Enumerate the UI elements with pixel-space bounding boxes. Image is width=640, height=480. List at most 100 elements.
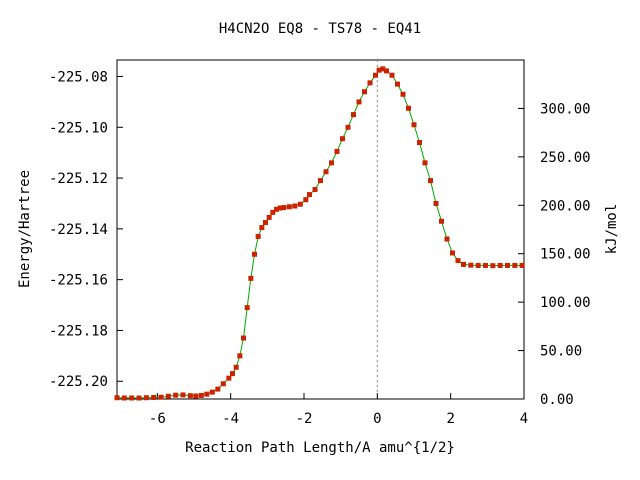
series-line — [116, 68, 523, 399]
data-point-marker — [362, 89, 367, 95]
x-tick-label: -4 — [222, 411, 239, 427]
data-point-marker — [519, 262, 525, 268]
data-point-marker — [286, 204, 292, 210]
data-point-marker — [367, 80, 373, 86]
data-point-marker — [241, 335, 246, 341]
data-point-marker — [244, 305, 250, 311]
y-tick-label: -225.12 — [49, 171, 108, 187]
data-point-marker — [226, 375, 232, 381]
y2-tick-label: 200.00 — [540, 198, 591, 214]
data-point-marker — [204, 391, 210, 397]
data-point-marker — [417, 140, 422, 146]
data-point-marker — [461, 261, 466, 267]
data-point-marker — [143, 395, 149, 401]
data-point-marker — [433, 200, 439, 206]
y2-tick-label: 150.00 — [540, 247, 591, 263]
data-point-marker — [193, 393, 199, 399]
data-point-marker — [129, 395, 135, 401]
data-point-marker — [384, 68, 389, 74]
data-point-marker — [233, 364, 239, 370]
data-point-marker — [255, 233, 261, 239]
data-point-marker — [497, 262, 503, 268]
data-point-marker — [505, 262, 510, 268]
data-point-marker — [400, 91, 406, 97]
data-point-marker — [198, 392, 204, 398]
data-point-marker — [340, 136, 345, 142]
data-point-marker — [376, 67, 382, 73]
data-point-marker — [165, 393, 171, 399]
data-point-marker — [483, 262, 488, 268]
axis-ticks: -6 -4 -2 0 2 4 -225.08 -225.10 -225.12 -225.14 -22… — [49, 70, 591, 427]
data-point-marker — [345, 124, 351, 130]
data-point-marker — [351, 112, 356, 118]
data-point-marker — [215, 386, 221, 392]
data-point-marker — [389, 72, 395, 78]
data-point-marker — [187, 393, 193, 399]
data-point-marker — [356, 99, 362, 105]
data-point-marker — [151, 394, 157, 400]
x-tick-label: 2 — [446, 411, 454, 427]
data-point-marker — [512, 262, 518, 268]
series-layer — [114, 66, 525, 401]
data-point-marker — [406, 105, 411, 111]
y-tick-label: -225.14 — [49, 222, 108, 238]
data-point-marker — [277, 205, 283, 211]
y2-tick-label: 0.00 — [540, 392, 574, 408]
plot-frame — [116, 59, 525, 400]
y-axis-label: Energy/Hartree — [17, 170, 33, 288]
data-point-marker — [318, 178, 323, 184]
data-point-marker — [259, 225, 265, 231]
x-axis-label: Reaction Path Length/A amu^{1/2} — [185, 440, 455, 456]
data-point-marker — [334, 148, 340, 154]
data-point-marker — [468, 262, 474, 268]
data-point-marker — [237, 353, 243, 359]
x-tick-label: -6 — [149, 411, 166, 427]
data-point-marker — [230, 371, 235, 377]
data-point-marker — [455, 258, 461, 264]
data-point-marker — [180, 392, 186, 398]
x-tick-label: 4 — [520, 411, 528, 427]
y2-tick-label: 250.00 — [540, 150, 591, 166]
data-point-marker — [307, 192, 312, 198]
data-point-marker — [158, 394, 164, 400]
x-tick-label: -2 — [296, 411, 313, 427]
data-point-marker — [490, 263, 496, 269]
data-point-marker — [173, 392, 179, 398]
data-point-marker — [121, 395, 127, 401]
data-point-marker — [281, 205, 287, 211]
chart-title: H4CN2O EQ8 - TS78 - EQ41 — [219, 21, 421, 37]
y2-tick-label: 300.00 — [540, 101, 591, 117]
data-point-marker — [297, 201, 303, 207]
data-point-marker — [329, 160, 334, 166]
data-point-marker — [266, 214, 272, 220]
data-point-marker — [312, 187, 318, 193]
y2-tick-label: 50.00 — [540, 344, 582, 360]
data-point-marker — [248, 275, 254, 281]
y2-tick-label: 100.00 — [540, 295, 591, 311]
data-point-marker — [411, 122, 417, 128]
x-tick-label: 0 — [373, 411, 381, 427]
y-tick-label: -225.08 — [49, 70, 108, 86]
data-point-marker — [292, 203, 298, 209]
data-point-marker — [475, 262, 481, 268]
data-point-marker — [303, 197, 309, 203]
data-point-marker — [444, 236, 450, 242]
data-point-marker — [220, 381, 226, 387]
data-point-marker — [428, 178, 433, 184]
data-point-marker — [323, 169, 329, 175]
data-point-marker — [209, 389, 215, 395]
data-point-marker — [270, 209, 276, 215]
data-point-marker — [274, 206, 279, 212]
data-point-marker — [252, 251, 257, 257]
data-point-marker — [450, 250, 455, 256]
data-point-marker — [114, 395, 120, 401]
data-point-marker — [395, 81, 400, 87]
data-point-marker — [439, 218, 444, 224]
data-point-marker — [422, 160, 428, 166]
y2-axis-label: kJ/mol — [604, 204, 620, 255]
y-tick-label: -225.20 — [49, 374, 108, 390]
y-tick-label: -225.10 — [49, 120, 108, 136]
data-point-marker — [380, 66, 386, 72]
y-tick-label: -225.16 — [49, 273, 108, 289]
